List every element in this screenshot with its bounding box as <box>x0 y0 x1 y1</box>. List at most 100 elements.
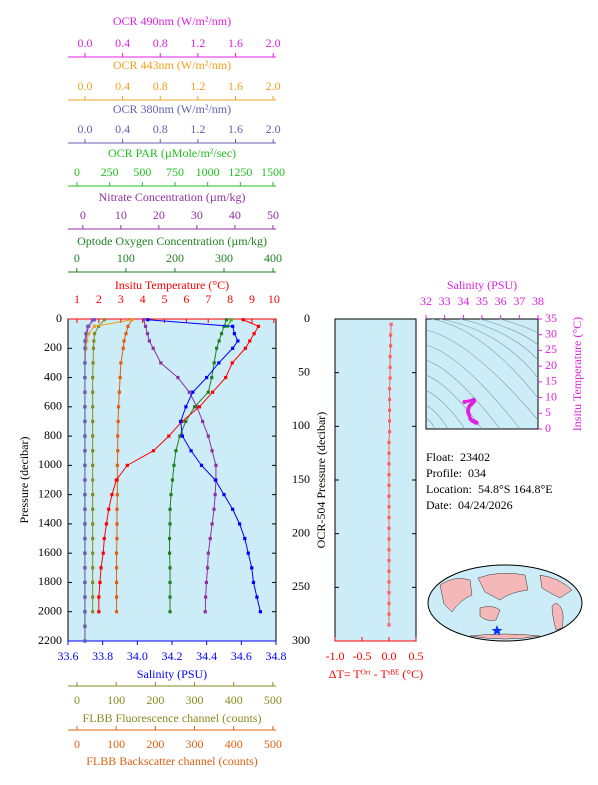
profile-point <box>204 580 209 585</box>
profile-point <box>143 324 148 328</box>
profile-point <box>83 536 87 541</box>
profile-point <box>192 405 197 409</box>
profile-point <box>125 463 129 467</box>
info-label: Location: <box>426 482 472 496</box>
delta-t-point <box>387 473 391 477</box>
y-tick-label: 15 <box>545 374 557 388</box>
profile-point <box>98 580 102 585</box>
info-label: Float: <box>426 450 454 464</box>
profile-point <box>91 405 95 409</box>
x-tick-label: 34.2 <box>162 649 183 663</box>
x-tick-label: 10 <box>115 208 127 222</box>
y-tick-label: 20 <box>545 358 557 372</box>
delta-t-point <box>387 537 391 541</box>
profile-point <box>130 318 134 322</box>
y-tick-label: 50 <box>298 364 310 378</box>
profile-point <box>116 405 121 409</box>
profile-point <box>178 434 182 438</box>
profile-point <box>168 507 172 511</box>
x-tick-label: 2 <box>96 292 102 306</box>
y-tick-label: 800 <box>44 428 62 442</box>
profile-point <box>114 566 119 570</box>
x-tick-label: 9 <box>249 292 255 306</box>
profile-point <box>91 551 95 555</box>
profile-point <box>83 434 87 438</box>
y-axis-title: OCR-504 Pressure (decibar) <box>314 412 328 549</box>
profile-point <box>258 610 262 614</box>
profile-point <box>115 522 119 526</box>
profile-point <box>83 449 87 453</box>
x-tick-label: 0 <box>80 208 86 222</box>
profile-point <box>236 339 240 343</box>
profile-point <box>91 580 95 585</box>
ts-point <box>467 412 472 417</box>
x-tick-label: 1500 <box>261 165 285 179</box>
y-tick-label: 100 <box>292 418 310 432</box>
x-tick-label: 3 <box>118 292 124 306</box>
profile-point <box>205 566 210 570</box>
x-axis-title: OCR 443nm (W/m²/nm) <box>113 58 231 72</box>
x-tick-label: 1.6 <box>228 79 243 93</box>
profile-point <box>205 375 209 380</box>
y-tick-label: 0 <box>545 421 551 435</box>
profile-point <box>93 332 97 336</box>
profile-point <box>215 346 219 350</box>
profile-point <box>146 318 150 322</box>
profile-point <box>147 339 151 343</box>
x-axis-title: Nitrate Concentration (µm/kg) <box>99 190 246 204</box>
profile-point <box>167 434 171 438</box>
x-tick-label: 300 <box>186 693 204 707</box>
profile-point <box>92 324 96 328</box>
profile-point <box>168 566 172 570</box>
profile-point <box>116 434 120 438</box>
float-info: Profile: 034 <box>426 466 486 480</box>
delta-t-point <box>388 365 392 369</box>
delta-t-point <box>387 419 392 423</box>
profile-point <box>170 478 175 482</box>
profile-point <box>83 551 87 555</box>
y-tick-label: 1200 <box>38 486 62 500</box>
delta-t-point <box>387 451 391 455</box>
x-tick-label: 35 <box>476 294 488 308</box>
profile-point <box>142 318 146 322</box>
profile-point <box>189 449 193 453</box>
profile-point <box>83 595 87 599</box>
x-tick-label: 1.6 <box>228 122 243 136</box>
y-tick-label: 200 <box>44 340 62 354</box>
profile-point <box>206 434 210 438</box>
profile-point <box>230 361 234 365</box>
profile-point <box>159 361 163 365</box>
profile-point <box>224 375 228 380</box>
profile-point <box>243 346 247 350</box>
profile-point <box>195 405 199 409</box>
profile-point <box>91 566 95 570</box>
profile-point <box>168 580 172 585</box>
x-tick-label: 20 <box>153 208 165 222</box>
delta-t-point <box>389 344 393 348</box>
delta-t-point <box>387 569 391 573</box>
x-tick-label: 34.0 <box>127 649 148 663</box>
profile-point <box>83 566 87 570</box>
x-tick-label: 0.5 <box>409 649 424 663</box>
x-axis-title: ΔT= Tᴼʳᵗ - Tˢᴮᴱ (°C) <box>329 667 423 681</box>
x-tick-label: -0.5 <box>353 649 372 663</box>
x-tick-label: 10 <box>268 292 280 306</box>
y-tick-label: 0 <box>56 311 62 325</box>
info-value: 54.8°S 164.8°E <box>478 482 553 496</box>
x-axis-title: OCR PAR (µMole/m²/sec) <box>108 146 236 160</box>
x-tick-label: 8 <box>227 292 233 306</box>
profile-point <box>92 318 96 322</box>
profile-point <box>114 478 118 482</box>
x-tick-label: 1250 <box>228 165 252 179</box>
profile-point <box>91 434 95 438</box>
profile-point <box>91 375 95 380</box>
profile-point <box>231 507 235 511</box>
profile-point <box>118 375 122 380</box>
profile-point <box>248 339 252 343</box>
float-info: Float: 23402 <box>426 450 490 464</box>
profile-point <box>122 339 126 343</box>
x-tick-label: 1.2 <box>190 36 205 50</box>
profile-point <box>91 595 95 599</box>
profile-point <box>117 390 121 394</box>
